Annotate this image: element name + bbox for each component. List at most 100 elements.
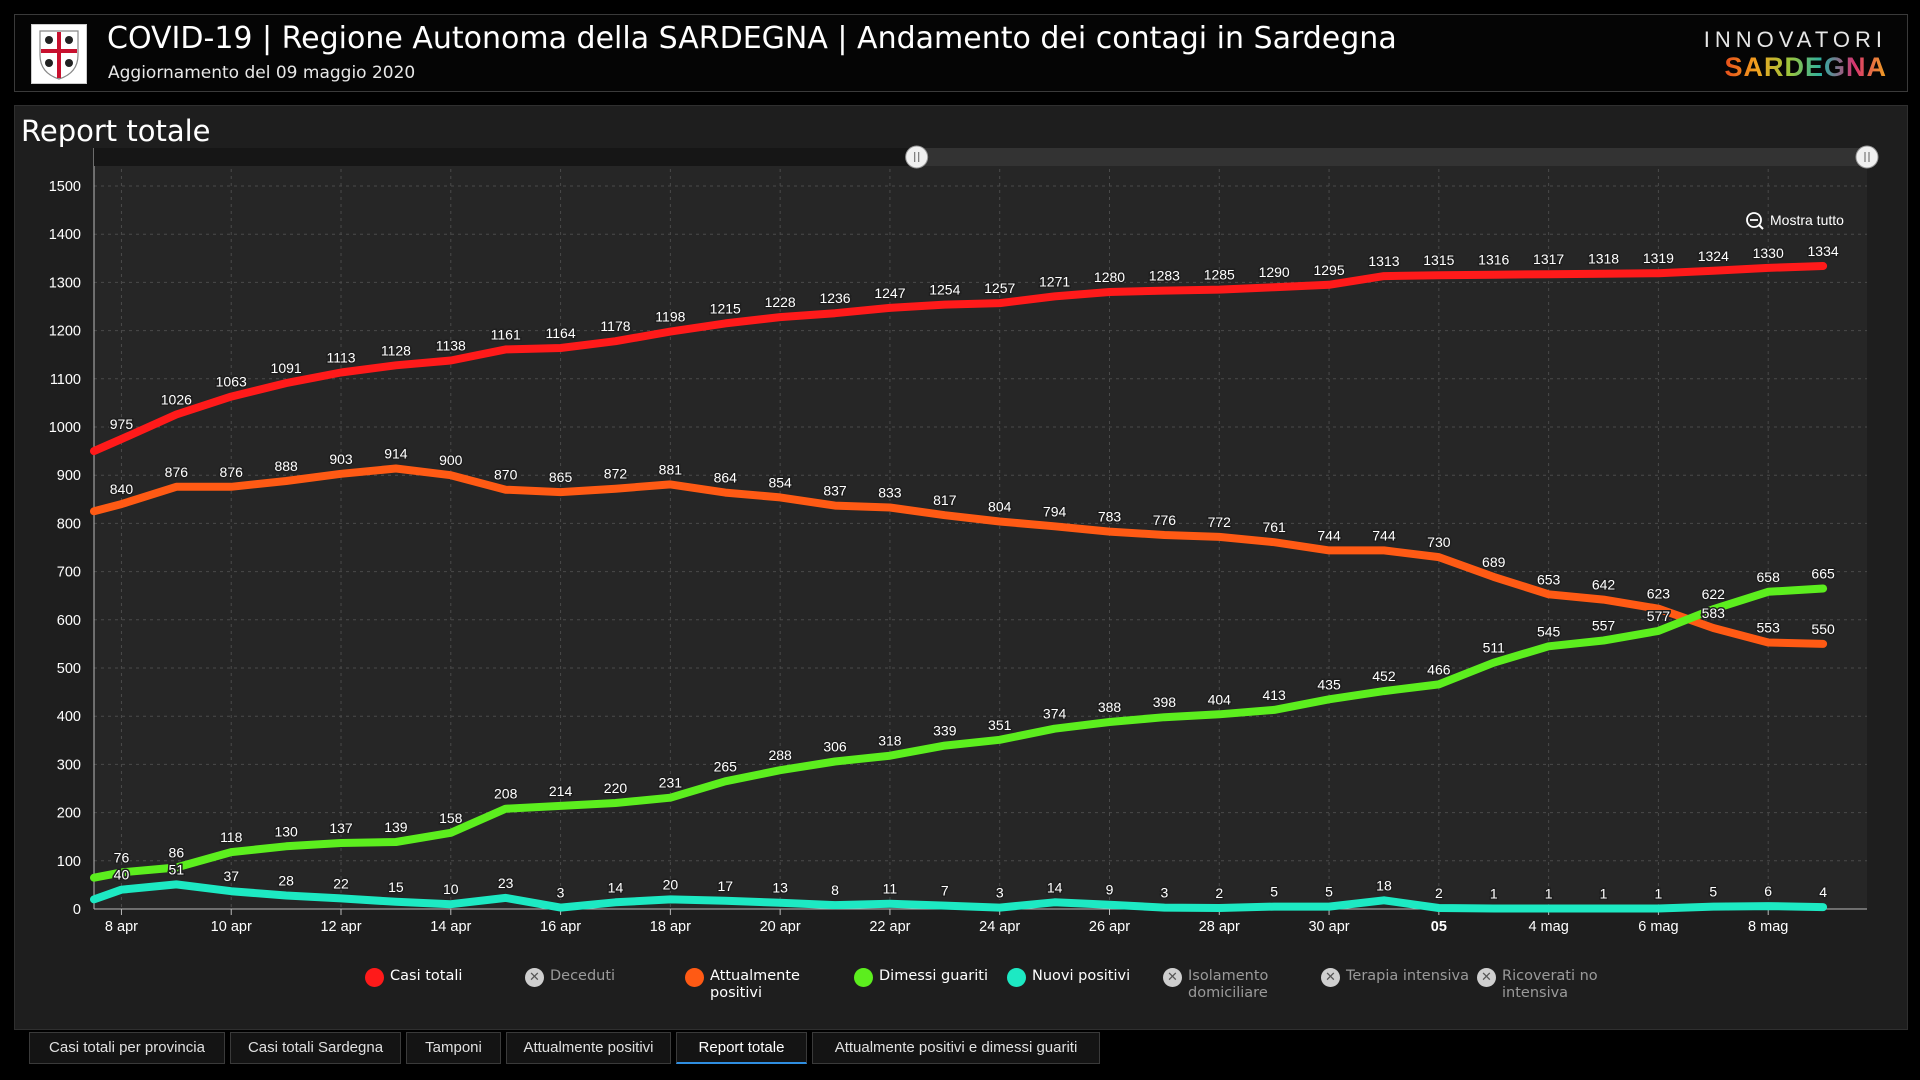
tab-attualmente-positivi-e-dimessi-guariti[interactable]: Attualmente positivi e dimessi guariti [812,1032,1100,1064]
legend-item-terapia-intensiva[interactable]: ✕ Terapia intensiva [1321,968,1469,987]
x-tick-label: 28 apr [1199,919,1240,935]
data-point [1820,263,1826,269]
y-tick-label: 1500 [49,179,81,195]
data-point [997,905,1003,911]
data-point [1271,284,1277,290]
data-label: 374 [1043,706,1067,722]
brand-innovatori: INNOVATORI [1703,27,1887,52]
tab-tamponi[interactable]: Tamponi [406,1032,501,1064]
data-label: 1236 [819,290,850,306]
data-label: 1128 [381,342,411,358]
data-point [173,484,179,490]
data-label: 9 [1106,882,1114,898]
data-label: 3 [996,885,1004,901]
y-tick-label: 600 [57,613,81,629]
data-label: 1271 [1039,273,1070,289]
tab-attualmente-positivi[interactable]: Attualmente positivi [506,1032,671,1064]
data-label: 2 [1215,885,1223,901]
data-point [1106,529,1112,535]
data-label: 1319 [1643,250,1674,266]
data-point [1655,906,1661,912]
data-point [887,753,893,759]
legend-item-ricoverati-no-intensiva[interactable]: ✕ Ricoverati no intensiva [1477,968,1598,1002]
data-point [612,800,618,806]
data-label: 2 [1435,885,1443,901]
data-point [1710,268,1716,274]
x-tick-label: 30 apr [1308,919,1349,935]
data-point [503,895,509,901]
y-tick-label: 100 [57,854,81,870]
tab-casi-totali-per-provincia[interactable]: Casi totali per provincia [29,1032,225,1064]
data-label: 14 [608,879,624,895]
range-selection[interactable] [916,148,1867,166]
data-label: 1318 [1588,251,1619,267]
mostra-tutto-button[interactable]: Mostra tutto [1746,212,1844,230]
x-tick-label: 05 [1431,919,1447,935]
data-label: 139 [384,819,408,835]
data-point [118,869,124,875]
y-tick-label: 300 [57,757,81,773]
legend-item-deceduti[interactable]: ✕ Deceduti [525,968,615,987]
legend-label: Terapia intensiva [1346,968,1469,984]
data-label: 22 [333,875,349,891]
data-label: 876 [165,464,189,480]
data-point [1436,272,1442,278]
data-label: 23 [498,875,514,891]
y-tick-label: 1200 [49,324,81,340]
data-point [997,300,1003,306]
data-label: 20 [663,876,679,892]
data-point [832,310,838,316]
legend-item-casi-totali[interactable]: Casi totali [365,968,462,987]
mostra-tutto-label: Mostra tutto [1770,212,1844,228]
legend-item-dimessi-guariti[interactable]: Dimessi guariti [854,968,988,987]
data-label: 11 [883,881,898,897]
data-point [1546,906,1552,912]
legend-item-isolamento-domiciliare[interactable]: ✕ Isolamento domiciliare [1163,968,1268,1002]
data-point [393,465,399,471]
panel-title: Report totale [21,114,211,148]
data-label: 837 [823,483,847,499]
data-label: 783 [1098,509,1122,525]
data-point [777,767,783,773]
data-point [228,394,234,400]
data-point [1326,547,1332,553]
legend-item-attualmente-positivi[interactable]: Attualmente positivi [685,968,800,1002]
data-point [832,902,838,908]
data-label: 1295 [1313,262,1344,278]
range-handle-left[interactable] [905,145,929,169]
range-handle-right[interactable] [1855,145,1879,169]
data-point [1491,574,1497,580]
data-point [1491,660,1497,666]
data-label: 1257 [984,280,1015,296]
x-tick-label: 26 apr [1089,919,1130,935]
data-label: 388 [1098,699,1122,715]
data-point [777,314,783,320]
y-tick-label: 1400 [49,227,81,243]
data-point [942,512,948,518]
data-point [942,743,948,749]
data-point [1546,643,1552,649]
brand-sardegna-text: SARDEGNA [1724,52,1887,81]
data-label: 1215 [710,300,741,316]
data-point [228,484,234,490]
data-point [558,345,564,351]
x-tick-label: 12 apr [320,919,361,935]
data-point [338,895,344,901]
data-point [1161,288,1167,294]
legend-disabled-x-icon: ✕ [1477,968,1496,987]
report-chart: 0100200300400500600700800900100011001200… [49,145,1879,935]
data-label: 6 [1764,883,1772,899]
data-label: 208 [494,786,518,802]
data-label: 1285 [1204,267,1235,283]
data-label: 452 [1372,668,1396,684]
data-point [1216,905,1222,911]
legend-item-nuovi-positivi[interactable]: Nuovi positivi [1007,968,1130,987]
data-point [1381,688,1387,694]
data-point [1820,585,1826,591]
tab-casi-totali-sardegna[interactable]: Casi totali Sardegna [230,1032,401,1064]
x-tick-label: 4 mag [1528,919,1568,935]
tab-report-totale[interactable]: Report totale [676,1032,807,1064]
data-label: 1 [1655,886,1663,902]
data-label: 1063 [216,374,247,390]
x-tick-label: 20 apr [760,919,801,935]
